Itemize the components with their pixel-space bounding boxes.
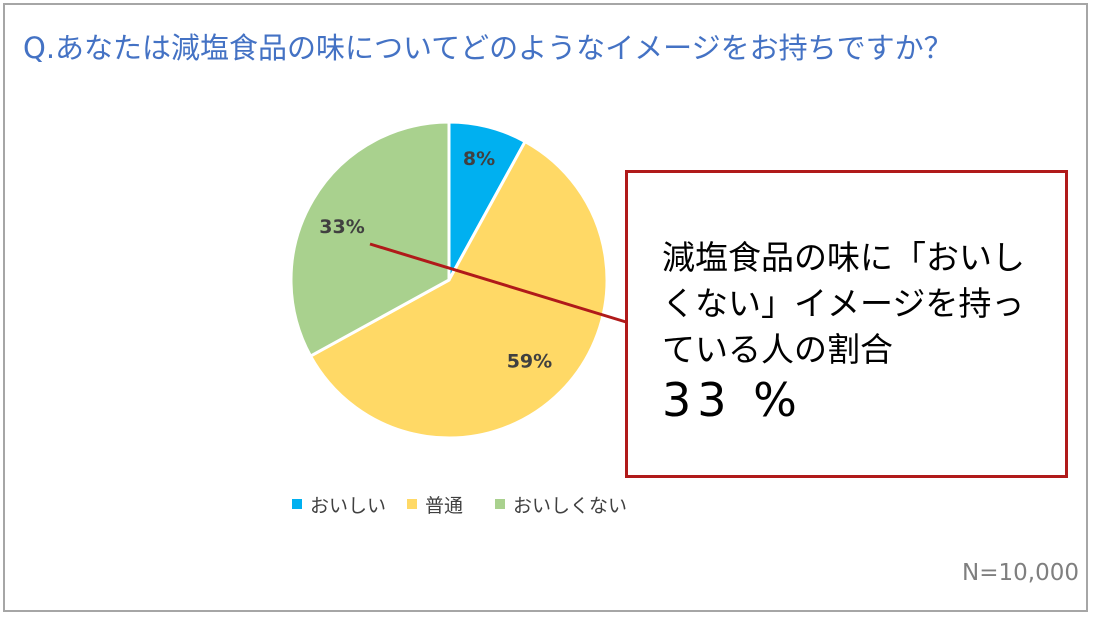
legend-item-oishii: おいしい	[292, 492, 387, 517]
data-label-oishii: 8%	[463, 148, 495, 170]
legend-label: おいしくない	[513, 494, 628, 517]
legend-label: 普通	[425, 494, 464, 517]
legend-swatch-oishikunai	[495, 499, 505, 509]
chart-title: Q.あなたは減塩食品の味についてどのようなイメージをお持ちですか？	[23, 31, 953, 65]
legend-swatch-oishii	[292, 499, 302, 509]
callout-value: 33 %	[662, 373, 803, 427]
callout-box: 減塩食品の味に「おいしくない」イメージを持っている人の割合 33 %	[625, 170, 1068, 478]
pie-slice-oishikunai	[289, 120, 451, 359]
legend-item-oishikunai: おいしくない	[495, 492, 628, 517]
pie-slice-futsu	[308, 139, 609, 440]
legend-item-futsu: 普通	[407, 492, 464, 517]
sample-size-label: N=10,000	[962, 560, 1079, 586]
legend-swatch-futsu	[407, 499, 417, 509]
data-label-futsu: 59%	[507, 350, 552, 372]
callout-text: 減塩食品の味に「おいしくない」イメージを持っている人の割合	[662, 238, 1025, 369]
legend-label: おいしい	[310, 494, 387, 517]
data-label-oishikunai: 33%	[319, 216, 364, 238]
callout-leader-line	[369, 242, 627, 324]
